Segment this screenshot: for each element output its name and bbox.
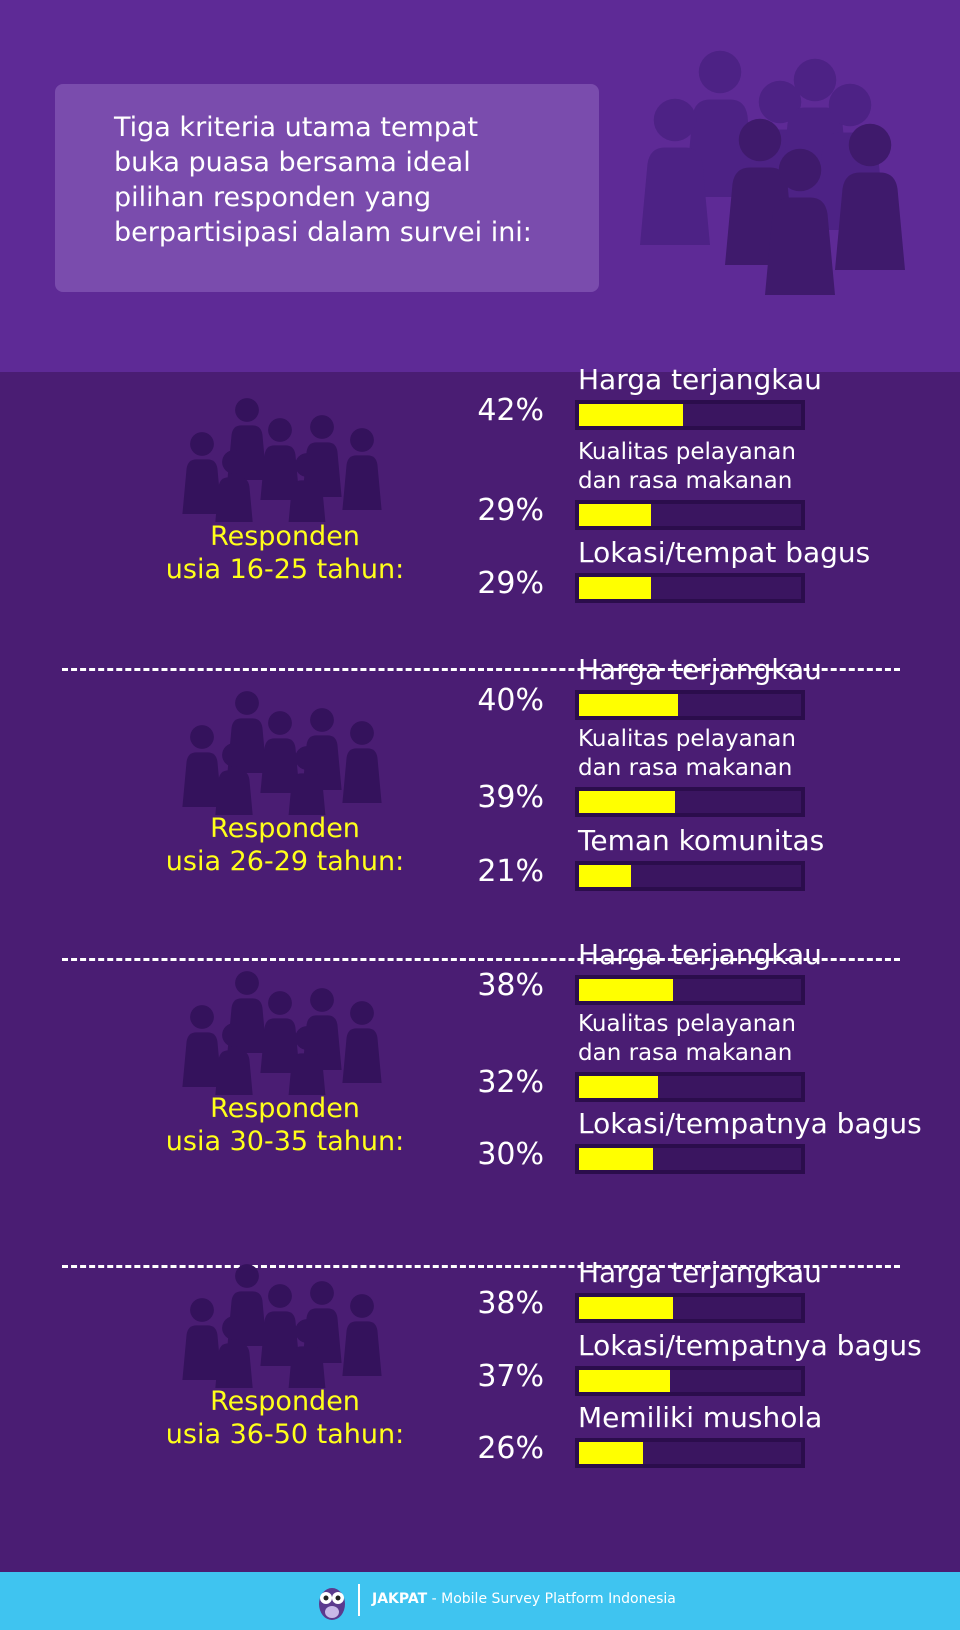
group-title: Responden usia 26-29 tahun: [165, 813, 405, 877]
separator [62, 958, 900, 961]
group-icon [182, 691, 382, 815]
value-label: 42% [477, 393, 544, 428]
category-label: Harga terjangkau [578, 938, 822, 971]
footer: JAKPAT - Mobile Survey Platform Indonesi… [372, 1591, 676, 1607]
owl-logo [319, 1588, 345, 1620]
category-label: Kualitas pelayanan dan rasa makanan [578, 1011, 796, 1066]
value-label: 37% [477, 1359, 544, 1394]
group-title: Responden usia 30-35 tahun: [165, 1093, 405, 1157]
separator [62, 668, 900, 671]
category-label: Lokasi/tempatnya bagus [578, 1107, 922, 1140]
group-icon [182, 1264, 382, 1388]
group-title: Responden usia 16-25 tahun: [165, 521, 405, 585]
category-label: Harga terjangkau [578, 363, 822, 396]
value-label: 30% [477, 1137, 544, 1172]
category-label: Teman komunitas [578, 824, 825, 857]
category-label: Kualitas pelayanan dan rasa makanan [578, 726, 796, 781]
value-label: 26% [477, 1431, 544, 1466]
category-label: Lokasi/tempatnya bagus [578, 1329, 922, 1362]
bar [579, 404, 683, 426]
value-label: 32% [477, 1065, 544, 1100]
value-label: 38% [477, 1286, 544, 1321]
value-label: 29% [477, 493, 544, 528]
header-box [55, 84, 599, 292]
footer-text: - Mobile Survey Platform Indonesia [431, 1591, 676, 1607]
bar [579, 865, 631, 887]
separator [62, 1265, 900, 1268]
bar [579, 1148, 653, 1170]
bar [579, 1076, 658, 1098]
group-icon [182, 398, 382, 522]
bar [579, 577, 651, 599]
category-label: Harga terjangkau [578, 1256, 822, 1289]
footer-band [0, 1572, 960, 1630]
bar [579, 1297, 673, 1319]
category-label: Memiliki mushola [578, 1401, 823, 1434]
group-title: Responden usia 36-50 tahun: [165, 1386, 405, 1450]
bar [579, 504, 651, 526]
value-label: 29% [477, 566, 544, 601]
category-label: Kualitas pelayanan dan rasa makanan [578, 439, 796, 494]
group-icon [182, 971, 382, 1095]
value-label: 38% [477, 968, 544, 1003]
footer-brand: JAKPAT [372, 1591, 428, 1607]
footer-divider [358, 1584, 360, 1616]
value-label: 21% [477, 854, 544, 889]
value-label: 39% [477, 780, 544, 815]
bar [579, 1370, 671, 1392]
header-title: Tiga kriteria utama tempat buka puasa be… [114, 112, 532, 248]
bar [579, 1442, 644, 1464]
value-label: 40% [477, 683, 544, 718]
bar [579, 694, 678, 716]
category-label: Harga terjangkau [578, 653, 822, 686]
category-label: Lokasi/tempat bagus [578, 536, 871, 569]
bar [579, 791, 676, 813]
bar [579, 979, 673, 1001]
crowd-icon [640, 50, 905, 295]
